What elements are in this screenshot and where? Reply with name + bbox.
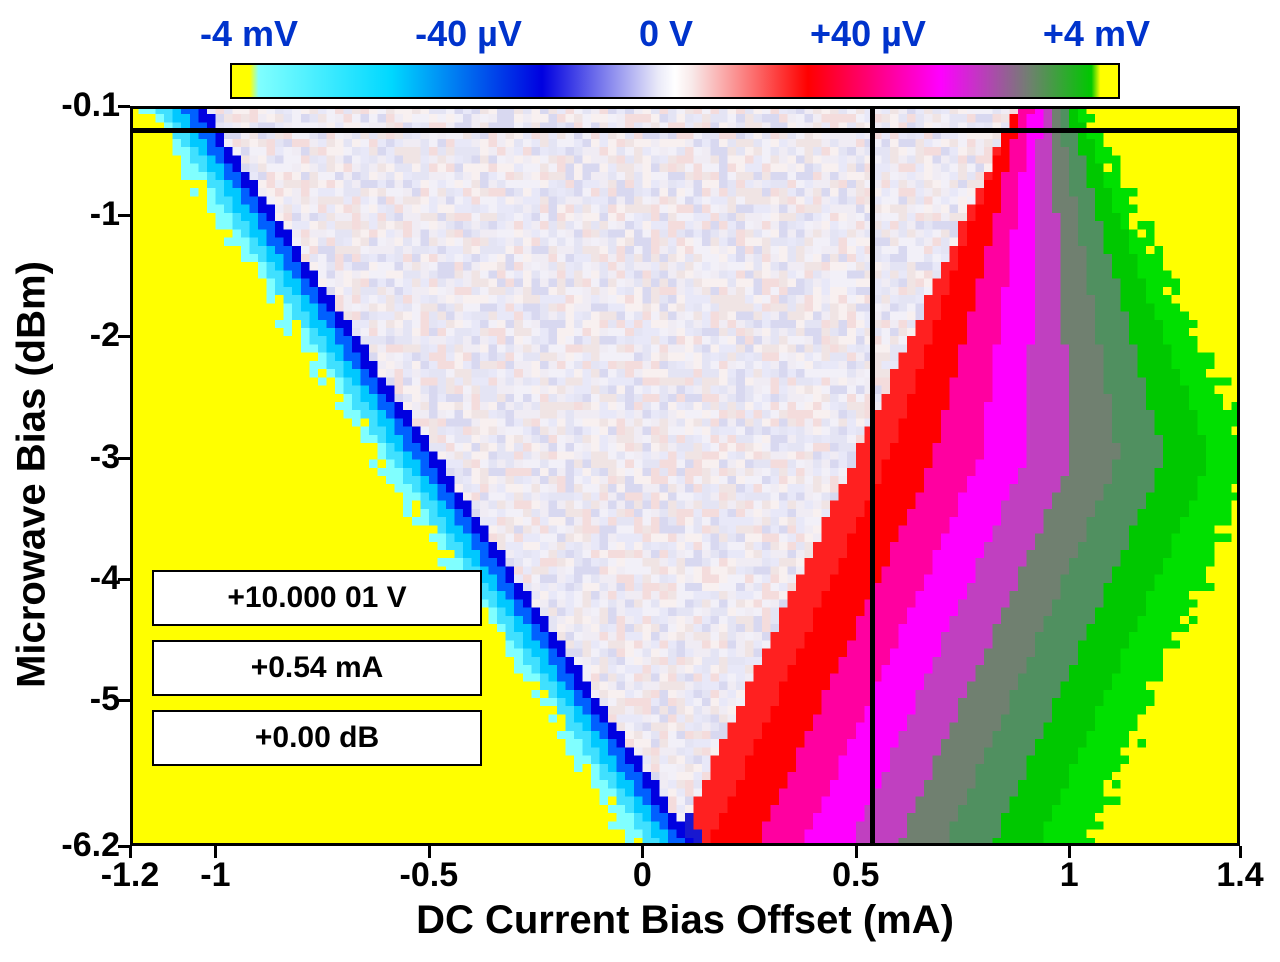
x-axis-label: DC Current Bias Offset (mA) bbox=[130, 898, 1240, 943]
colorbar-label: +40 µV bbox=[810, 13, 926, 55]
info-box: +0.54 mA bbox=[152, 640, 482, 696]
info-box-value: +10.000 01 V bbox=[227, 581, 406, 615]
x-tick-label: 0 bbox=[597, 856, 687, 895]
info-box-value: +0.00 dB bbox=[255, 721, 379, 755]
x-tick-label: -1 bbox=[170, 856, 260, 895]
x-tick-label: -0.5 bbox=[384, 856, 474, 895]
x-tick-label: 1 bbox=[1024, 856, 1114, 895]
info-box: +10.000 01 V bbox=[152, 570, 482, 626]
crosshair-horizontal bbox=[130, 128, 1240, 133]
figure-root: -4 mV-40 µV0 V+40 µV+4 mV-1.2-1-0.500.51… bbox=[0, 0, 1280, 962]
colorbar-label: +4 mV bbox=[1043, 13, 1150, 55]
colorbar-labels: -4 mV -40 µV 0 V +40 µV +4 mV bbox=[200, 13, 1150, 55]
colorbar-label: -4 mV bbox=[200, 13, 298, 55]
x-tick-label: 1.4 bbox=[1195, 856, 1280, 895]
y-axis-label: Microwave Bias (dBm) bbox=[10, 105, 55, 845]
colorbar-label: -40 µV bbox=[415, 13, 522, 55]
colorbar-label: 0 V bbox=[639, 13, 693, 55]
info-box-value: +0.54 mA bbox=[251, 651, 384, 685]
crosshair-vertical bbox=[870, 106, 875, 846]
colorbar bbox=[230, 63, 1120, 99]
info-box: +0.00 dB bbox=[152, 710, 482, 766]
x-tick-label: 0.5 bbox=[811, 856, 901, 895]
